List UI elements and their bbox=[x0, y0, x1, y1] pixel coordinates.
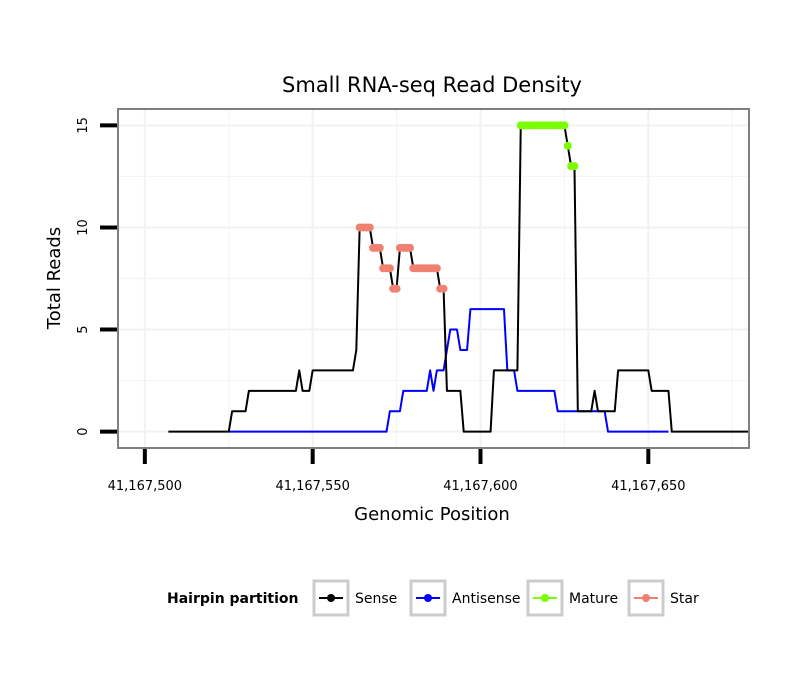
x-tick-label: 41,167,550 bbox=[275, 479, 349, 494]
x-tick-label: 41,167,500 bbox=[108, 479, 182, 494]
data-point-star bbox=[392, 284, 401, 293]
legend-title: Hairpin partition bbox=[167, 591, 298, 607]
legend-label: Antisense bbox=[452, 591, 521, 607]
x-axis-title: Genomic Position bbox=[354, 504, 510, 525]
legend-item-antisense: Antisense bbox=[409, 579, 521, 617]
data-point-mature bbox=[570, 162, 579, 171]
data-point-star bbox=[406, 243, 415, 252]
legend-label: Sense bbox=[355, 591, 397, 607]
legend: Hairpin partition Sense Antisense Mature St… bbox=[167, 579, 699, 617]
y-tick-label: 15 bbox=[76, 117, 91, 134]
x-axis: 41,167,500 41,167,550 41,167,600 41,167,650 bbox=[108, 449, 686, 494]
y-axis: 0 5 10 15 bbox=[76, 117, 117, 436]
plot-panel-border bbox=[117, 108, 750, 449]
legend-label: Mature bbox=[569, 591, 618, 607]
y-tick-label: 10 bbox=[76, 219, 91, 236]
data-point-mature bbox=[563, 141, 572, 150]
legend-label: Star bbox=[670, 591, 699, 607]
legend-item-mature: Mature bbox=[526, 579, 618, 617]
data-point-star bbox=[432, 264, 441, 273]
legend-key-dot bbox=[541, 594, 549, 602]
x-tick-label: 41,167,650 bbox=[611, 479, 685, 494]
grid-lines bbox=[118, 109, 749, 448]
legend-key-dot bbox=[642, 594, 650, 602]
x-tick-label: 41,167,600 bbox=[443, 479, 517, 494]
chart-title: Small RNA-seq Read Density bbox=[282, 73, 582, 97]
data-point-star bbox=[385, 264, 394, 273]
y-tick-label: 0 bbox=[76, 428, 91, 436]
legend-key-dot bbox=[424, 594, 432, 602]
y-axis-title: Total Reads bbox=[44, 227, 65, 330]
series-line-antisense bbox=[228, 308, 669, 433]
data-point-star bbox=[365, 223, 374, 232]
data-point-star bbox=[439, 284, 448, 293]
series-layer bbox=[168, 121, 749, 433]
series-line-sense bbox=[168, 124, 749, 433]
data-point-star bbox=[375, 243, 384, 252]
series-points-mature bbox=[516, 121, 579, 171]
series-points-star bbox=[355, 223, 448, 293]
legend-item-sense: Sense bbox=[312, 579, 397, 617]
legend-key-dot bbox=[327, 594, 335, 602]
legend-item-star: Star bbox=[627, 579, 699, 617]
y-tick-label: 5 bbox=[76, 325, 91, 333]
data-point-mature bbox=[560, 121, 569, 130]
